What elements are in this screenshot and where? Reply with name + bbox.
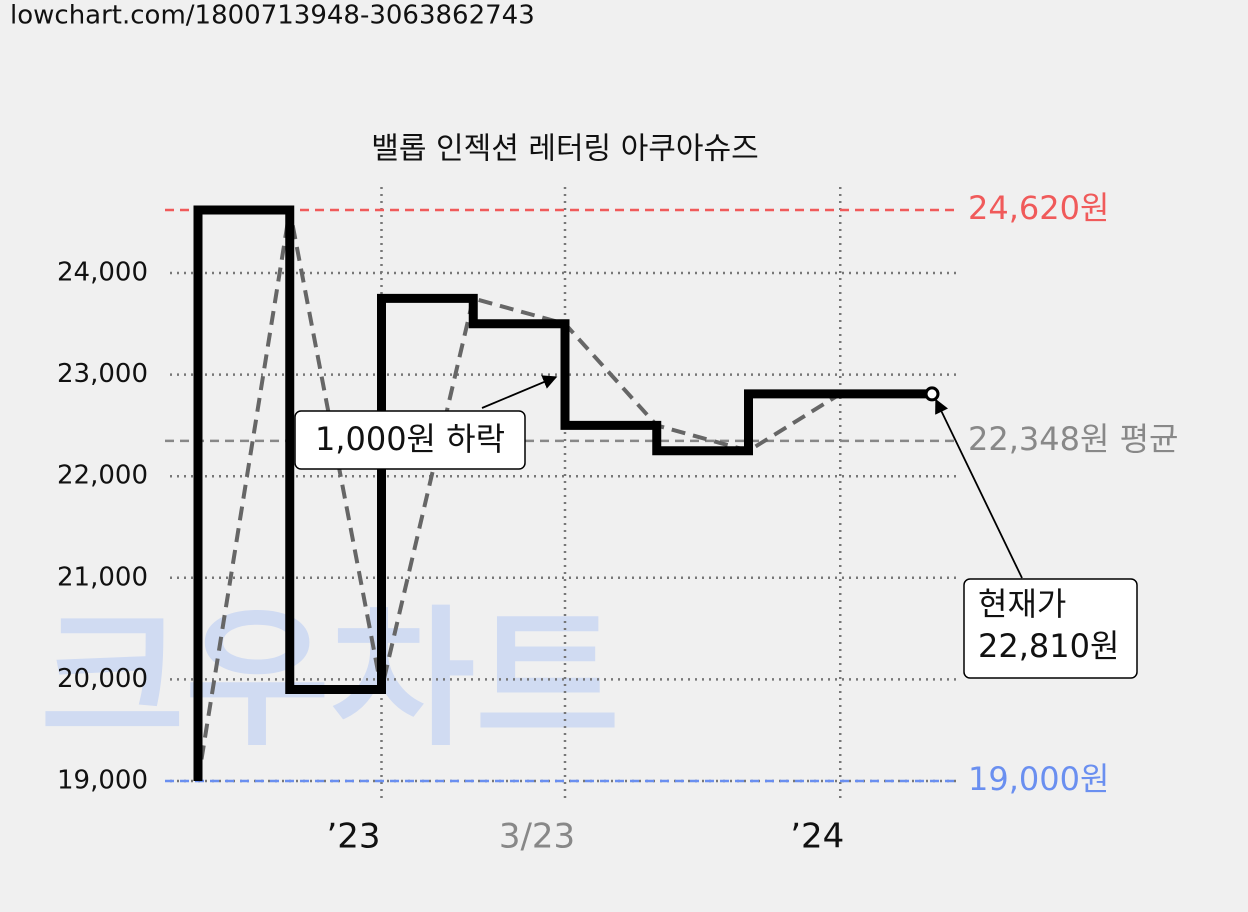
annotation-text: 22,810원	[978, 627, 1119, 665]
y-tick-label: 20,000	[57, 664, 148, 694]
reference-label: 19,000원	[968, 760, 1109, 798]
reference-label: 22,348원 평균	[968, 420, 1178, 458]
y-tick-label: 21,000	[57, 562, 148, 592]
chart-title: 밸롭 인젝션 레터링 아쿠아슈즈	[371, 132, 758, 167]
annotation-arrow	[481, 375, 558, 409]
x-tick-label: ’24	[790, 817, 844, 857]
url: lowchart.com/1800713948-3063862743	[10, 1, 535, 31]
reference-label: 24,620원	[968, 189, 1109, 227]
annotation-arrow	[935, 398, 1023, 579]
y-tick-label: 24,000	[57, 258, 148, 288]
x-tick-label: 3/23	[499, 817, 575, 857]
y-tick-label: 23,000	[57, 359, 148, 389]
step-line	[193, 205, 932, 781]
annotation-text: 1,000원 하락	[315, 420, 505, 458]
end-point	[924, 386, 940, 402]
y-tick-label: 19,000	[57, 766, 148, 796]
watermark: 크우차트	[40, 593, 620, 767]
x-tick-label: ’23	[326, 817, 380, 857]
annotation-box	[963, 578, 1138, 679]
annotation-box	[294, 410, 526, 470]
annotation-text: 현재가	[978, 585, 1066, 623]
y-tick-label: 22,000	[57, 461, 148, 491]
